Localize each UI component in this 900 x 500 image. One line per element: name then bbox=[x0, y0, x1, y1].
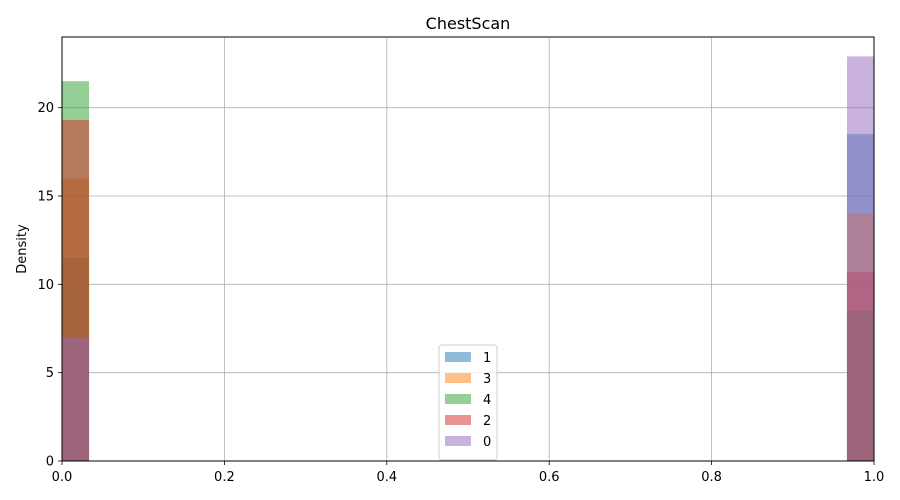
legend-label: 1 bbox=[483, 351, 491, 366]
x-tick-label: 1.0 bbox=[864, 470, 885, 485]
y-tick-label: 15 bbox=[37, 190, 54, 205]
legend: 1 3 4 2 0 bbox=[438, 344, 498, 461]
x-tick-label: 0.6 bbox=[539, 470, 560, 485]
histogram-bar-series-0 bbox=[62, 337, 90, 461]
legend-label: 3 bbox=[483, 372, 491, 387]
y-axis: 0 5 10 15 20 bbox=[37, 101, 62, 470]
legend-swatch bbox=[445, 415, 471, 425]
x-tick-label: 0.4 bbox=[376, 470, 397, 485]
histogram-bars bbox=[62, 56, 874, 462]
legend-label: 2 bbox=[483, 414, 491, 429]
x-tick-label: 0.8 bbox=[701, 470, 722, 485]
histogram-bar-series-0 bbox=[846, 56, 874, 461]
y-axis-label: Density bbox=[15, 224, 30, 274]
plot-frame bbox=[61, 36, 875, 462]
x-axis: 0.0 0.2 0.4 0.6 0.8 1.0 bbox=[52, 461, 885, 485]
legend-swatch bbox=[445, 373, 471, 383]
legend-label: 4 bbox=[483, 393, 491, 408]
y-tick-label: 5 bbox=[46, 366, 54, 381]
y-tick-label: 20 bbox=[37, 101, 54, 116]
chart-title: ChestScan bbox=[426, 14, 511, 33]
legend-label: 0 bbox=[483, 435, 491, 450]
x-tick-label: 0.0 bbox=[52, 470, 73, 485]
x-tick-label: 0.2 bbox=[214, 470, 235, 485]
y-tick-label: 10 bbox=[37, 278, 54, 293]
legend-swatch bbox=[445, 436, 471, 446]
legend-swatch bbox=[445, 394, 471, 404]
legend-swatch bbox=[445, 352, 471, 362]
y-tick-label: 0 bbox=[46, 455, 54, 470]
